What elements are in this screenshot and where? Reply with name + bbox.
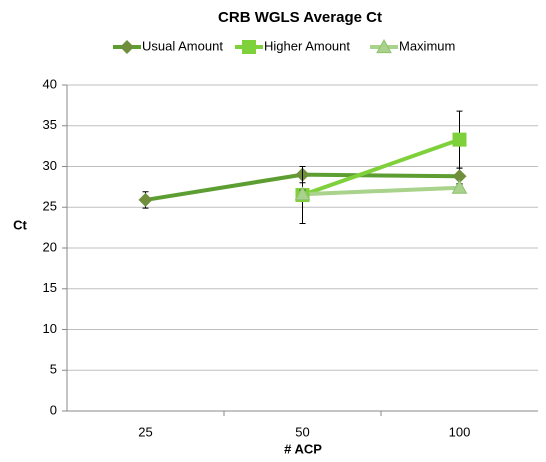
series-line	[302, 185, 460, 197]
y-tick-label: 15	[43, 280, 57, 295]
legend-label: Higher Amount	[264, 38, 350, 53]
y-axis-label: Ct	[13, 217, 27, 232]
marker	[294, 186, 311, 201]
legend-label: Usual Amount	[142, 38, 223, 53]
y-tick-label: 20	[43, 239, 57, 254]
marker	[138, 192, 153, 207]
y-tick-label: 0	[50, 402, 57, 417]
chart-title: CRB WGLS Average Ct	[218, 9, 382, 26]
marker	[376, 38, 392, 54]
y-tick-label: 5	[50, 362, 57, 377]
x-tick-label: 25	[138, 424, 152, 439]
y-tick-label: 10	[43, 321, 57, 336]
x-axis-label: # ACP	[284, 441, 322, 456]
marker	[451, 179, 468, 194]
y-tick-label: 35	[43, 117, 57, 132]
y-tick-label: 40	[43, 76, 57, 91]
marker	[452, 132, 467, 147]
series-line	[301, 137, 461, 197]
marker	[452, 169, 467, 184]
legend-label: Maximum	[399, 38, 455, 53]
x-tick-label: 50	[295, 424, 309, 439]
marker	[120, 40, 134, 54]
x-tick-label: 100	[449, 424, 471, 439]
y-tick-label: 25	[43, 199, 57, 214]
marker	[242, 40, 256, 54]
y-tick-label: 30	[43, 158, 57, 173]
